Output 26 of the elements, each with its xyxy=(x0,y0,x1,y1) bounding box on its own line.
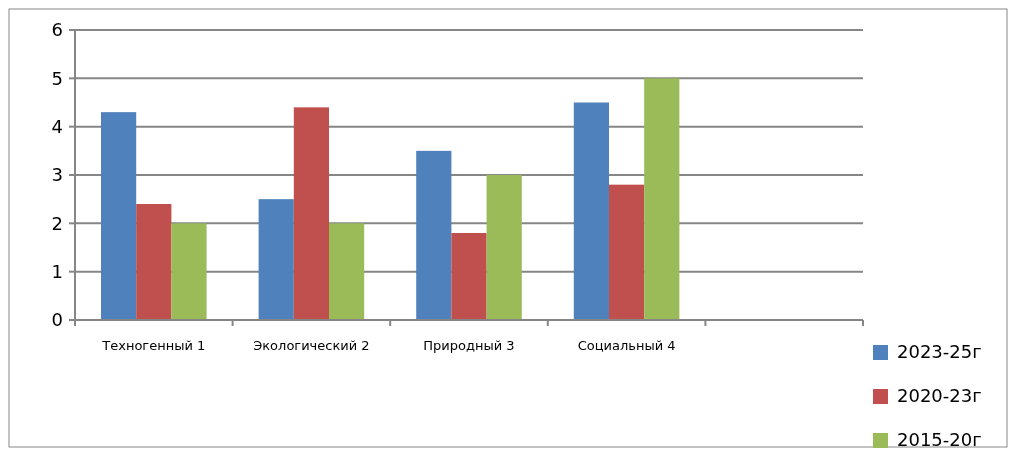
bar xyxy=(171,223,207,320)
y-tick-label: 1 xyxy=(51,260,63,282)
legend-label: 2023-25г xyxy=(897,341,982,363)
bar xyxy=(451,233,487,320)
y-tick-label: 3 xyxy=(51,164,63,186)
legend-label: 2015-20г xyxy=(897,429,982,451)
y-tick-label: 6 xyxy=(51,19,63,41)
x-tick-label: Техногенный 1 xyxy=(101,338,206,353)
y-tick-label: 5 xyxy=(51,67,63,89)
bar xyxy=(573,102,609,320)
y-tick-label: 2 xyxy=(51,212,63,234)
bar xyxy=(644,78,680,320)
y-tick-label: 4 xyxy=(51,115,63,137)
bar xyxy=(258,199,294,320)
bar xyxy=(101,112,137,320)
bar xyxy=(486,175,522,320)
x-tick-label: Природный 3 xyxy=(423,338,515,353)
y-tick-label: 0 xyxy=(51,309,63,331)
legend-label: 2020-23г xyxy=(897,385,982,407)
bar xyxy=(609,184,645,320)
x-tick-label: Экологический 2 xyxy=(253,338,370,353)
x-tick-label: Социальный 4 xyxy=(577,338,676,353)
bar xyxy=(329,223,365,320)
bar xyxy=(136,204,172,320)
bar xyxy=(416,150,452,320)
bar xyxy=(293,107,329,320)
